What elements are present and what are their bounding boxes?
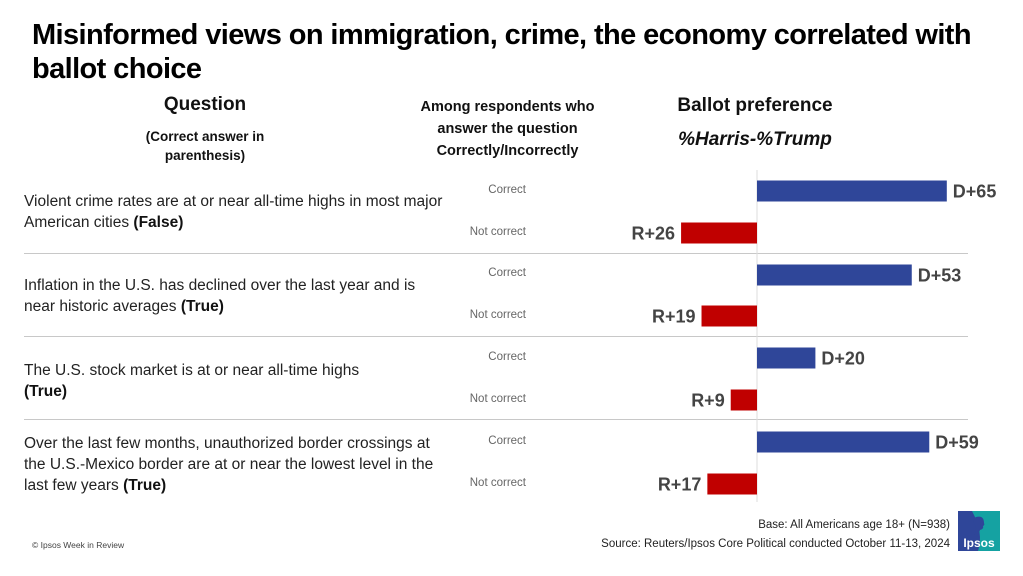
response-label-not-correct: Not correct [469,477,526,489]
question-text: Violent crime rates are at or near all-t… [24,191,444,233]
bar-value-label: R+17 [658,475,702,495]
copyright-text: © Ipsos Week in Review [32,540,125,550]
harris-margin-bar [757,180,947,202]
question-column-header: Question [163,94,247,115]
bar-value-label: D+65 [953,182,997,202]
source-note: Source: Reuters/Ipsos Core Political con… [601,538,950,550]
bar-value-label: D+53 [918,266,962,286]
trump-margin-bar [707,473,757,495]
correct-answer: (True) [24,383,68,400]
ballot-column-subheader: %Harris-%Trump [678,129,832,150]
question-statement: Violent crime rates are at or near all-t… [24,193,443,231]
harris-margin-bar [757,431,930,453]
response-label-not-correct: Not correct [469,309,526,321]
bar-value-label: R+26 [632,224,676,244]
response-label-correct: Correct [488,267,526,279]
question-text: The U.S. stock market is at or near all-… [24,360,444,402]
base-note: Base: All Americans age 18+ (N=938) [758,519,950,531]
question-statement: Over the last few months, unauthorized b… [24,435,434,494]
harris-margin-bar [757,264,912,286]
question-text: Inflation in the U.S. has declined over … [24,275,444,317]
bars-group: D+65 R+26 D+53 R+19 D+20 R+9 D+59 R+17 [632,180,997,495]
bar-value-label: R+19 [652,307,696,327]
correct-answer: (True) [180,298,224,315]
question-column-subheader: (Correct answer in parenthesis) [145,129,265,163]
row-separator [24,419,968,420]
trump-margin-bar [701,305,757,327]
logo-text: Ipsos [963,536,995,550]
question-statement: The U.S. stock market is at or near all-… [24,362,360,379]
response-label-correct: Correct [488,351,526,363]
response-label-correct: Correct [488,184,526,196]
trump-margin-bar [730,389,757,411]
chart-title: Misinformed views on immigration, crime,… [32,19,972,85]
harris-margin-bar [757,347,816,369]
row-separator [24,253,968,254]
correct-answer: (False) [133,214,184,231]
response-label-not-correct: Not correct [469,226,526,238]
row-separator [24,336,968,337]
bar-value-label: R+9 [691,391,725,411]
bar-value-label: D+59 [935,433,979,453]
question-statement: Inflation in the U.S. has declined over … [24,277,416,315]
question-text: Over the last few months, unauthorized b… [24,433,434,496]
trump-margin-bar [681,222,757,244]
response-label-not-correct: Not correct [469,393,526,405]
respondents-column-header: Among respondents who answer the questio… [420,99,595,159]
ipsos-logo: Ipsos [958,511,1000,551]
ballot-column-header: Ballot preference [677,95,833,116]
correct-answer: (True) [123,477,167,494]
response-label-correct: Correct [488,435,526,447]
bar-value-label: D+20 [821,349,865,369]
